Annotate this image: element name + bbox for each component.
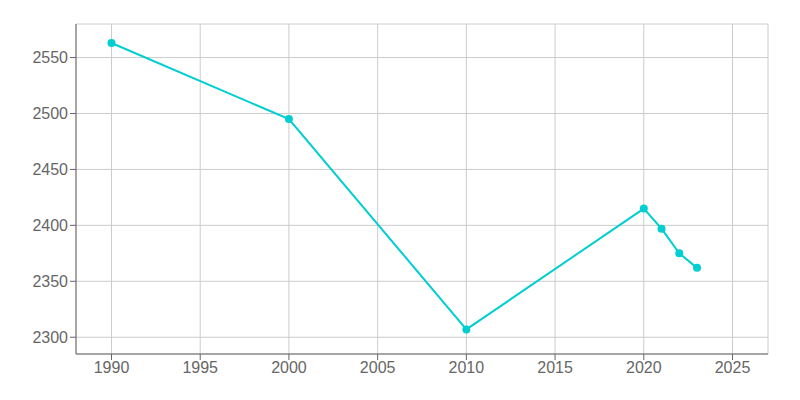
- svg-text:2400: 2400: [32, 217, 68, 234]
- svg-text:2550: 2550: [32, 49, 68, 66]
- svg-text:2450: 2450: [32, 161, 68, 178]
- svg-text:2020: 2020: [626, 359, 662, 376]
- svg-text:1990: 1990: [94, 359, 130, 376]
- svg-text:2350: 2350: [32, 273, 68, 290]
- svg-text:2000: 2000: [271, 359, 307, 376]
- svg-text:2500: 2500: [32, 105, 68, 122]
- svg-text:2025: 2025: [715, 359, 751, 376]
- svg-text:1995: 1995: [182, 359, 218, 376]
- svg-text:2010: 2010: [449, 359, 485, 376]
- svg-text:2300: 2300: [32, 329, 68, 346]
- svg-text:2015: 2015: [537, 359, 573, 376]
- svg-text:2005: 2005: [360, 359, 396, 376]
